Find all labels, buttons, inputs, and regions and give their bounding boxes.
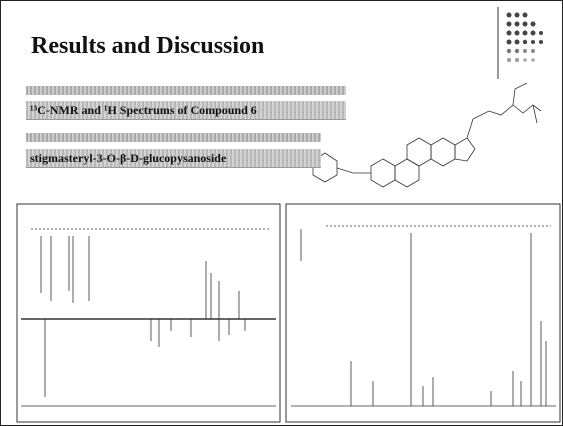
section-label: ¹³C-NMR and ¹H Spectrums of Compound 6: [26, 101, 346, 120]
dot-grid: [507, 13, 544, 63]
slide: Results and Discussion ¹³C-NMR and ¹H Sp…: [0, 0, 563, 426]
c13-spectrum-panel: [17, 204, 280, 422]
banner-strip: [26, 86, 346, 95]
h1-spectrum: [291, 226, 556, 406]
compound-label: stigmasteryl-3-O-β-D-glucopysanoside: [26, 149, 321, 168]
banner-strip: [26, 133, 321, 142]
molecule-structure: [313, 83, 541, 187]
c13-spectrum: [21, 229, 276, 406]
slide-graphics: [1, 1, 562, 425]
slide-title: Results and Discussion: [31, 33, 264, 60]
